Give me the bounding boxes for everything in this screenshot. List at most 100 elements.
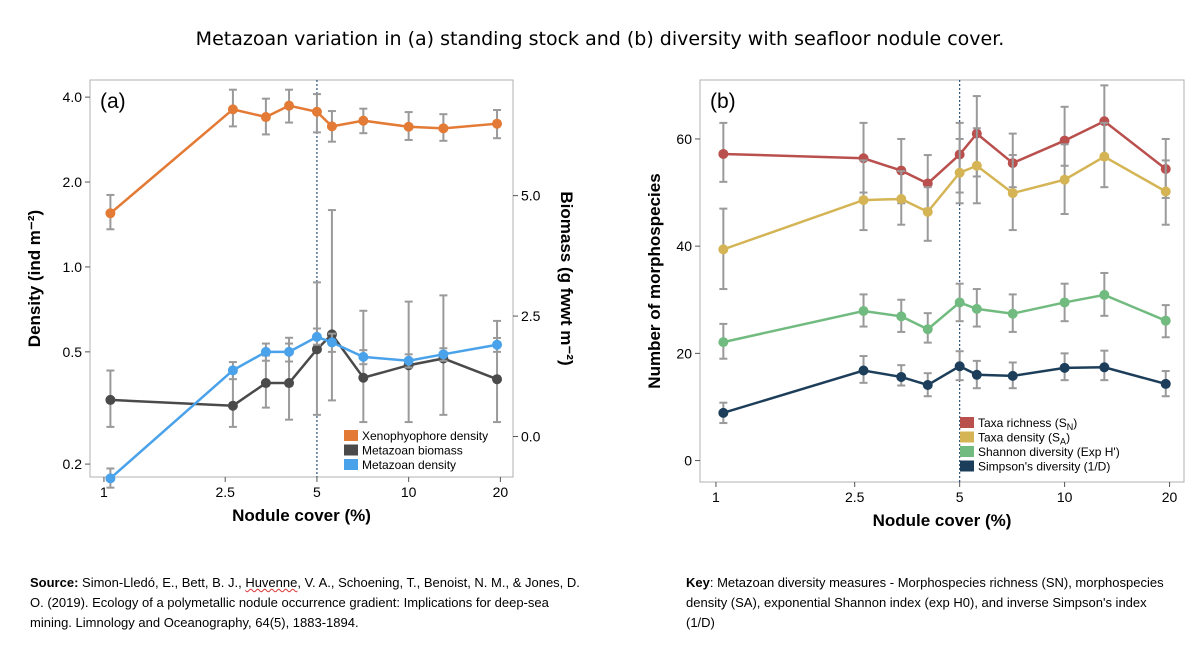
data-point [492, 374, 503, 385]
data-point [311, 106, 322, 117]
legend-swatch [960, 431, 974, 443]
y-axis-title: Density (ind m⁻²) [25, 210, 44, 347]
series-line [109, 104, 498, 215]
x-tick-label: 20 [1162, 489, 1178, 505]
legend-label: Taxa density (SA) [978, 431, 1070, 447]
data-point [922, 206, 933, 217]
data-point [358, 351, 369, 362]
chart-a: 1 2.5 5 10 20 0.2 0.5 1.0 2.0 4.0 0.0 2.5 5.0 Nodule … [25, 79, 576, 525]
x-tick-label: 1 [712, 489, 720, 505]
data-point [227, 104, 238, 115]
y-tick-label: 60 [676, 131, 692, 147]
x-tick-label: 5 [313, 484, 321, 500]
data-point [1160, 378, 1171, 389]
data-point [284, 100, 295, 111]
data-point [438, 123, 449, 134]
data-point [227, 400, 238, 411]
legend-swatch [960, 446, 974, 457]
y-tick-label: 0.2 [63, 456, 83, 472]
plot-frame [699, 79, 1185, 483]
x-tick-label: 20 [493, 484, 509, 500]
data-point [954, 361, 965, 372]
y2-tick-label: 2.5 [521, 308, 541, 324]
x-axis-title: Nodule cover (%) [873, 511, 1012, 530]
data-point [1007, 370, 1018, 381]
data-point [971, 369, 982, 380]
data-point [718, 407, 729, 418]
source-text-1: Simon-Lledó, E., Bett, B. J., [78, 575, 246, 590]
data-point [358, 115, 369, 126]
key-note: Key: Metazoan diversity measures - Morph… [686, 573, 1176, 633]
panel-label: (a) [100, 90, 126, 113]
x-tick-label: 5 [956, 489, 964, 505]
data-point [227, 365, 238, 376]
y-axis-title: Number of morphospecies [645, 173, 664, 388]
legend-swatch [344, 444, 358, 456]
data-point [922, 178, 933, 189]
data-point [1059, 297, 1070, 308]
plot-frame [89, 79, 514, 478]
chart-b: 1 2.5 5 10 20 0 20 40 60 Nodule cover (%) Number o… [645, 79, 1185, 530]
data-point [260, 346, 271, 357]
data-point [403, 355, 414, 366]
data-point [311, 331, 322, 342]
y-tick-label: 0 [684, 453, 692, 469]
y-tick-label: 0.5 [63, 344, 83, 360]
data-point [1059, 135, 1070, 146]
y-tick-label: 40 [676, 238, 692, 254]
data-point [922, 324, 933, 335]
series-line [722, 155, 1167, 251]
data-point [260, 112, 271, 123]
data-point [284, 378, 295, 389]
x-axis-title: Nodule cover (%) [232, 506, 371, 525]
series-line [722, 364, 1167, 415]
data-point [954, 167, 965, 178]
data-point [311, 344, 322, 355]
data-point [954, 297, 965, 308]
legend-swatch [344, 459, 358, 470]
series-line [723, 293, 1167, 344]
legend-swatch [960, 460, 974, 472]
legend-label: Metazoan biomass [362, 444, 463, 458]
data-point [492, 118, 503, 129]
x-tick-label: 10 [401, 484, 417, 500]
source-note: Source: Simon-Lledó, E., Bett, B. J., Hu… [30, 573, 590, 633]
x-tick-label: 1 [100, 484, 108, 500]
data-point [971, 303, 982, 314]
data-point [971, 160, 982, 171]
data-point [438, 349, 449, 360]
legend-label: Metazoan density [362, 458, 456, 472]
y-tick-label: 20 [676, 345, 692, 361]
panel-label: (b) [710, 90, 736, 113]
data-point [403, 121, 414, 132]
data-point [1059, 174, 1070, 185]
data-point [1099, 362, 1110, 373]
key-text: : Metazoan diversity measures - Morphosp… [686, 575, 1164, 630]
legend-label: Xenophyophore density [362, 429, 488, 443]
data-point [718, 148, 729, 159]
source-label: Source: [30, 575, 79, 590]
data-point [326, 337, 337, 348]
figure-title: Metazoan variation in (a) standing stock… [195, 28, 1005, 50]
series-line [110, 332, 498, 407]
data-point [105, 208, 116, 219]
data-point [1099, 151, 1110, 162]
key-label: Key [686, 575, 710, 590]
data-point [326, 121, 337, 132]
data-point [1160, 186, 1171, 197]
data-point [896, 311, 907, 322]
data-point [1099, 289, 1110, 300]
data-point [1007, 308, 1018, 319]
legend-swatch [344, 430, 358, 441]
data-point [1007, 188, 1018, 199]
data-point [105, 394, 116, 405]
data-point [260, 378, 271, 389]
legend-label: Taxa richness (SN) [978, 416, 1077, 432]
data-point [896, 371, 907, 382]
data-point [858, 306, 869, 317]
data-point [492, 339, 503, 350]
data-point [858, 365, 869, 376]
data-point [896, 193, 907, 204]
data-point [284, 346, 295, 357]
data-point [105, 473, 116, 484]
